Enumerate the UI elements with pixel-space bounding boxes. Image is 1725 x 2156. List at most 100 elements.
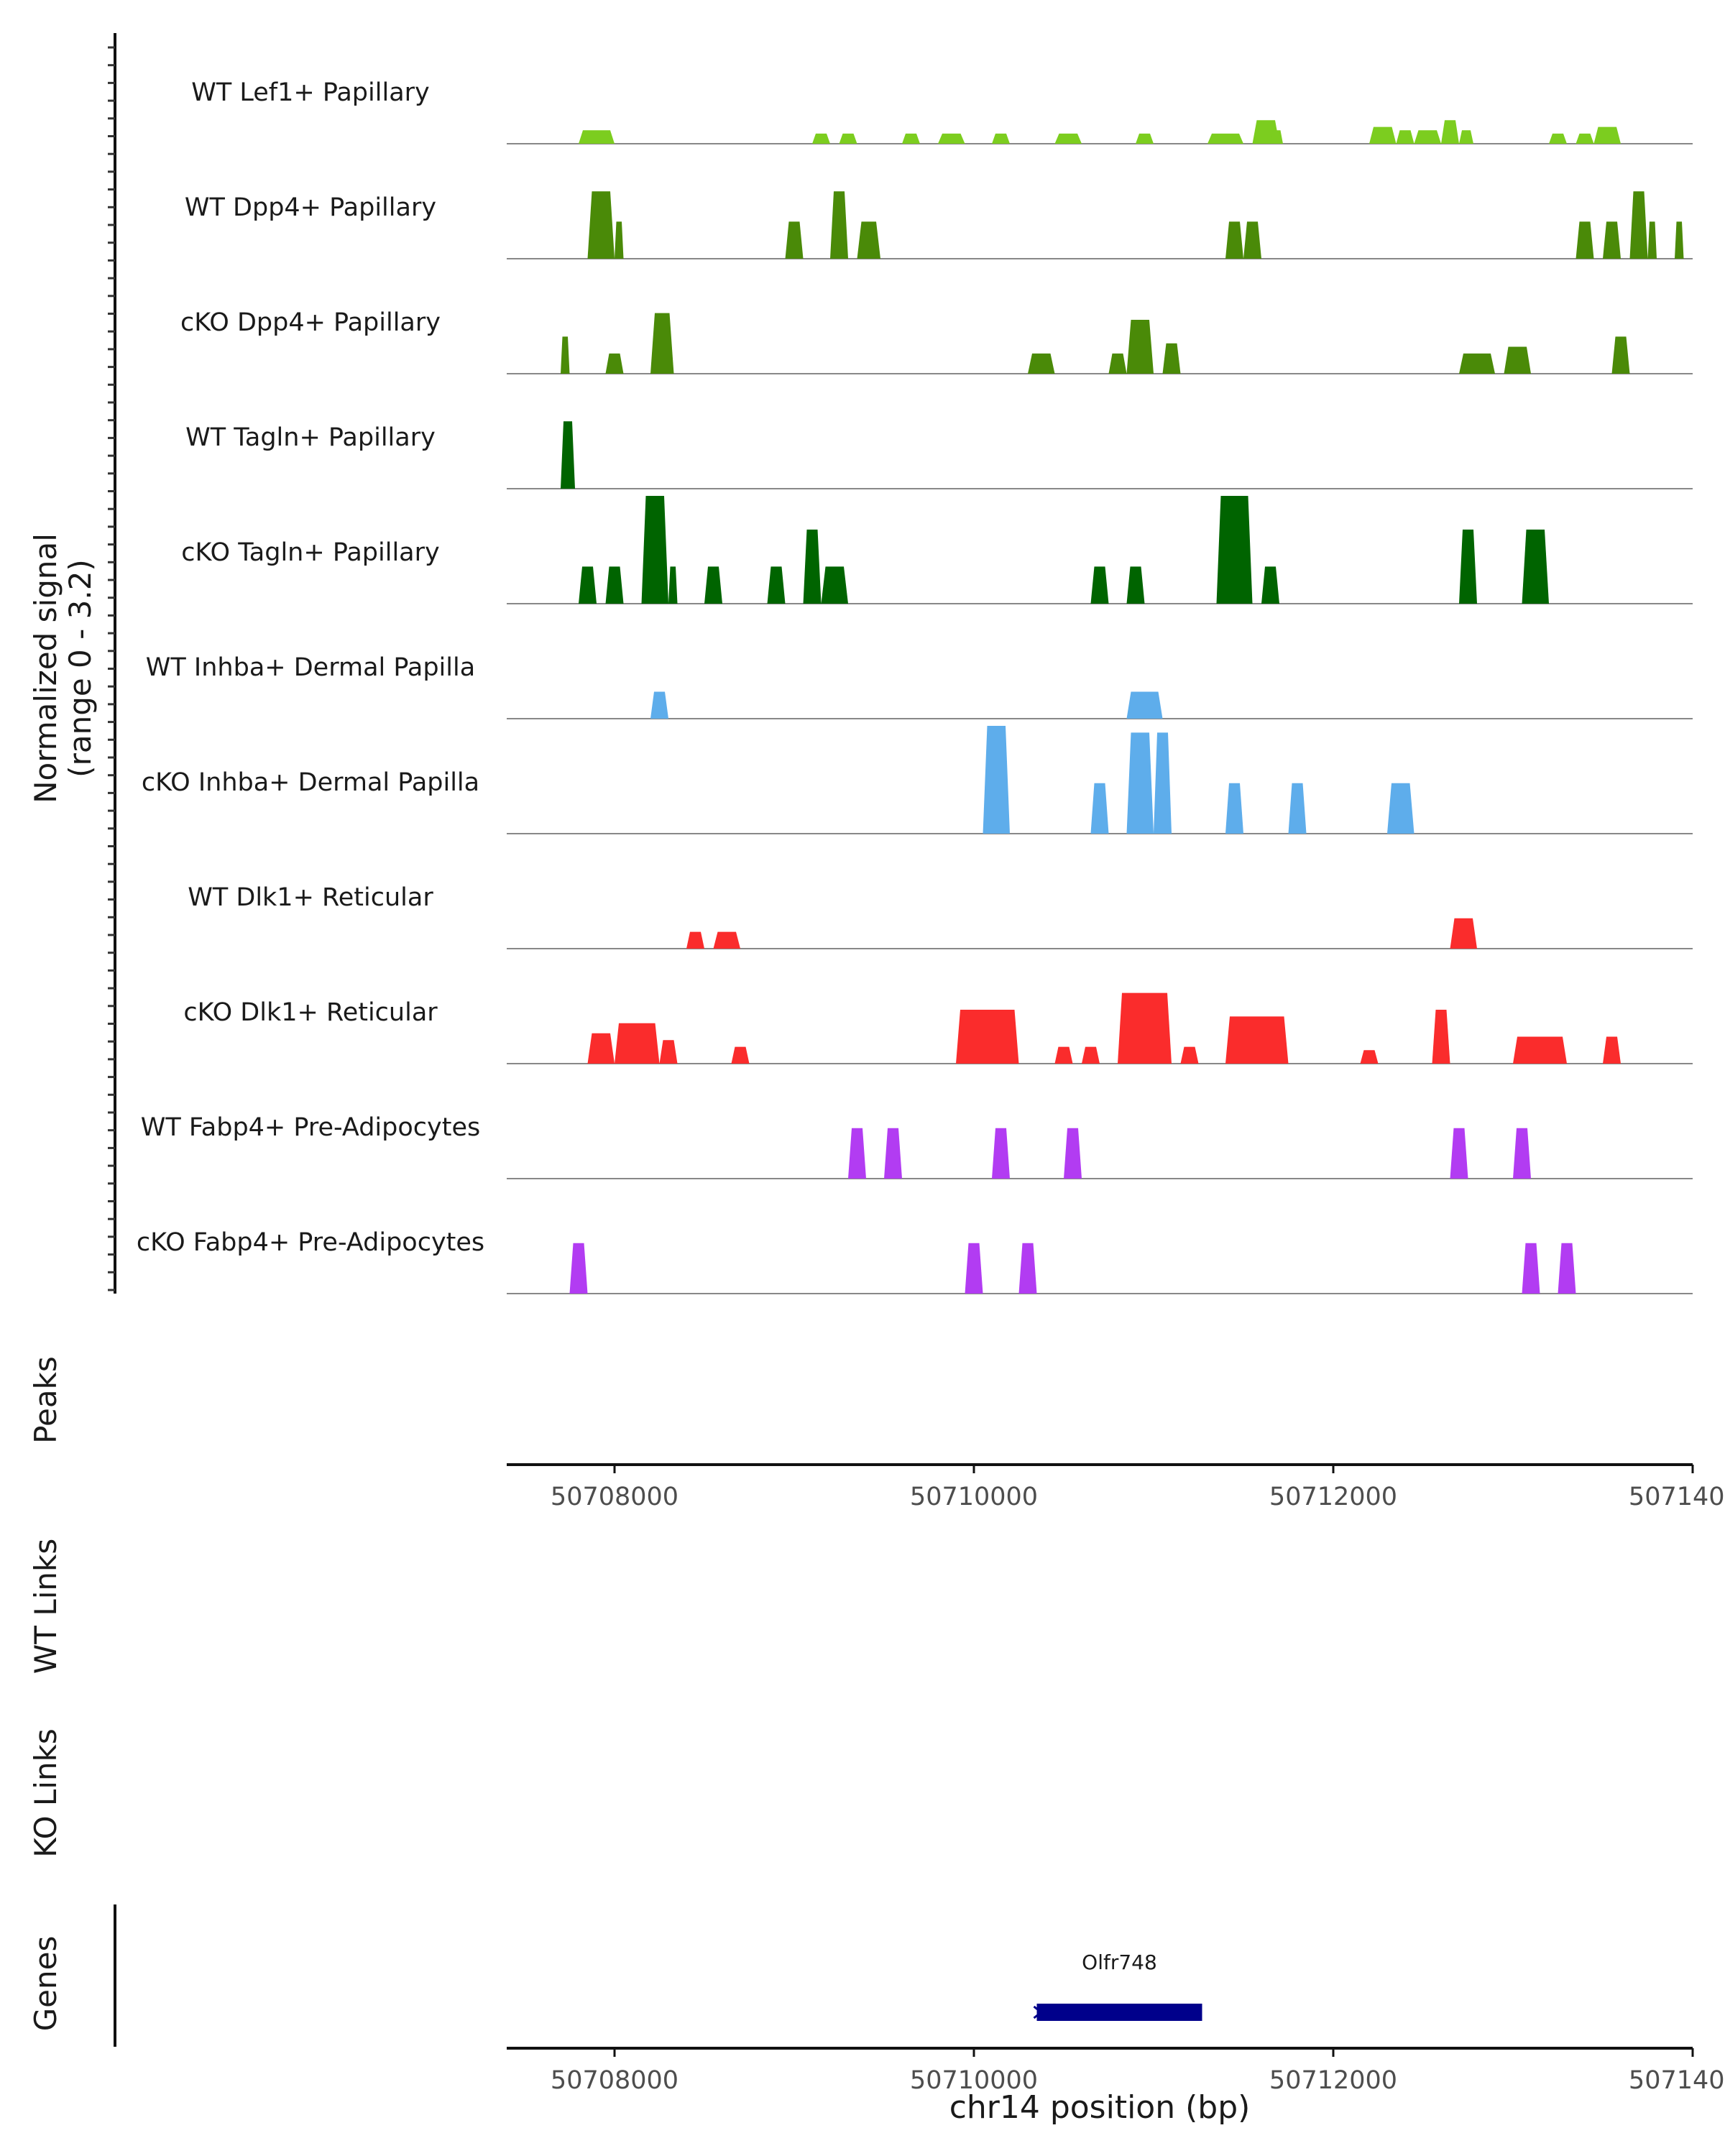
gene-body [1036,2004,1202,2021]
signal-peak [821,566,848,604]
signal-peak [587,191,615,259]
signal-peak [1090,783,1109,834]
peaks-section-label: Peaks [28,1356,63,1444]
track-11: cKO Fabp4+ Pre-Adipocytes [137,1228,1693,1294]
signal-peak [1208,133,1243,144]
signal-peak [731,1046,750,1064]
signal-peak [1243,221,1261,259]
signal-peak [1360,1050,1379,1064]
gene-label: Olfr748 [1082,1950,1157,1974]
signal-peak [659,1040,678,1064]
signal-peak [1522,1243,1540,1294]
signal-peak [1459,130,1473,144]
signal-peak [1504,346,1531,374]
x-tick-label: 50710000 [910,2066,1038,2095]
signal-peak [1261,566,1279,604]
signal-peak [1225,1016,1289,1064]
track-label: cKO Fabp4+ Pre-Adipocytes [137,1228,484,1257]
signal-peak [1090,566,1109,604]
signal-peak [1108,353,1127,374]
signal-peak [1270,130,1283,144]
signal-peak [1162,343,1181,374]
x-tick-label: 50712000 [1269,1483,1397,1511]
coverage-tracks: WT Lef1+ Papillary WT Dpp4+ Papillary cKO … [137,78,1693,1294]
track-label: WT Dpp4+ Papillary [185,193,436,222]
signal-peak [1576,133,1594,144]
signal-peak [1459,353,1495,374]
signal-peak [1450,1128,1468,1179]
signal-peak [1387,783,1414,834]
signal-peak [1225,783,1243,834]
track-6: WT Inhba+ Dermal Papilla [146,653,1693,719]
signal-peak [1603,221,1621,259]
track-3: cKO Dpp4+ Papillary [180,308,1693,374]
signal-peak [561,421,575,489]
signal-peak [605,566,624,604]
signal-peak [1054,133,1082,144]
signal-peak [1225,221,1243,259]
signal-peak [1216,496,1253,604]
signal-peak [1126,732,1154,834]
signal-peak [1522,529,1549,604]
signal-peak [1549,133,1567,144]
signal-peak [1675,221,1684,259]
signal-peak [1126,691,1163,719]
signal-peak [1154,732,1172,834]
signal-peak [1064,1128,1082,1179]
signal-peak [848,1128,866,1179]
signal-peak [1136,133,1154,144]
x-axis-title: chr14 position (bp) [949,2089,1251,2126]
signal-peak [1611,336,1630,374]
track-4: WT Tagln+ Papillary [185,421,1693,489]
y-axis-title-line2: (range 0 - 3.2) [63,559,98,778]
signal-peak [1018,1243,1037,1294]
signal-peak [569,1243,588,1294]
gene-annotations: Olfr748 [1033,1950,1202,2021]
wt-links-section-label: WT Links [28,1539,63,1674]
signal-peak [650,691,668,719]
signal-peak [983,726,1010,834]
track-label: cKO Inhba+ Dermal Papilla [142,768,479,797]
signal-peak [1288,783,1307,834]
signal-peak [803,529,822,604]
signal-peak [579,130,615,144]
signal-peak [1028,353,1055,374]
signal-peak [839,133,857,144]
track-label: cKO Dpp4+ Papillary [180,308,441,337]
gene-strand-arrow [1033,2005,1043,2019]
signal-peak [857,221,880,259]
signal-peak [830,191,848,259]
signal-peak [1513,1128,1531,1179]
signal-peak [1414,130,1441,144]
signal-peak [713,931,740,949]
signal-peak [1126,566,1145,604]
track-7: cKO Inhba+ Dermal Papilla [142,726,1693,834]
track-1: WT Lef1+ Papillary [191,78,1693,144]
signal-peak [884,1128,902,1179]
track-label: WT Tagln+ Papillary [185,423,436,452]
track-label: WT Dlk1+ Reticular [188,883,433,912]
track-label: cKO Tagln+ Papillary [181,538,440,567]
track-10: WT Fabp4+ Pre-Adipocytes [141,1113,1693,1179]
signal-peak [1126,320,1154,374]
track-label: WT Inhba+ Dermal Papilla [146,653,475,682]
signal-peak [1180,1046,1199,1064]
signal-peak [1647,221,1657,259]
signal-peak [1558,1243,1576,1294]
signal-peak [767,566,786,604]
genes-section-label: Genes [28,1936,63,2032]
x-tick-label: 50708000 [551,1483,678,1511]
x-tick-label: 50708000 [551,2066,678,2095]
signal-peak [686,931,704,949]
x-tick-label: 50714000 [1629,2066,1725,2095]
signal-peak [992,1128,1010,1179]
signal-peak [615,1023,660,1064]
signal-peak [965,1243,983,1294]
signal-peak [615,221,624,259]
signal-peak [668,566,678,604]
track-2: WT Dpp4+ Papillary [185,191,1693,259]
signal-peak [812,133,830,144]
signal-peak [1450,918,1477,949]
signal-peak [902,133,920,144]
